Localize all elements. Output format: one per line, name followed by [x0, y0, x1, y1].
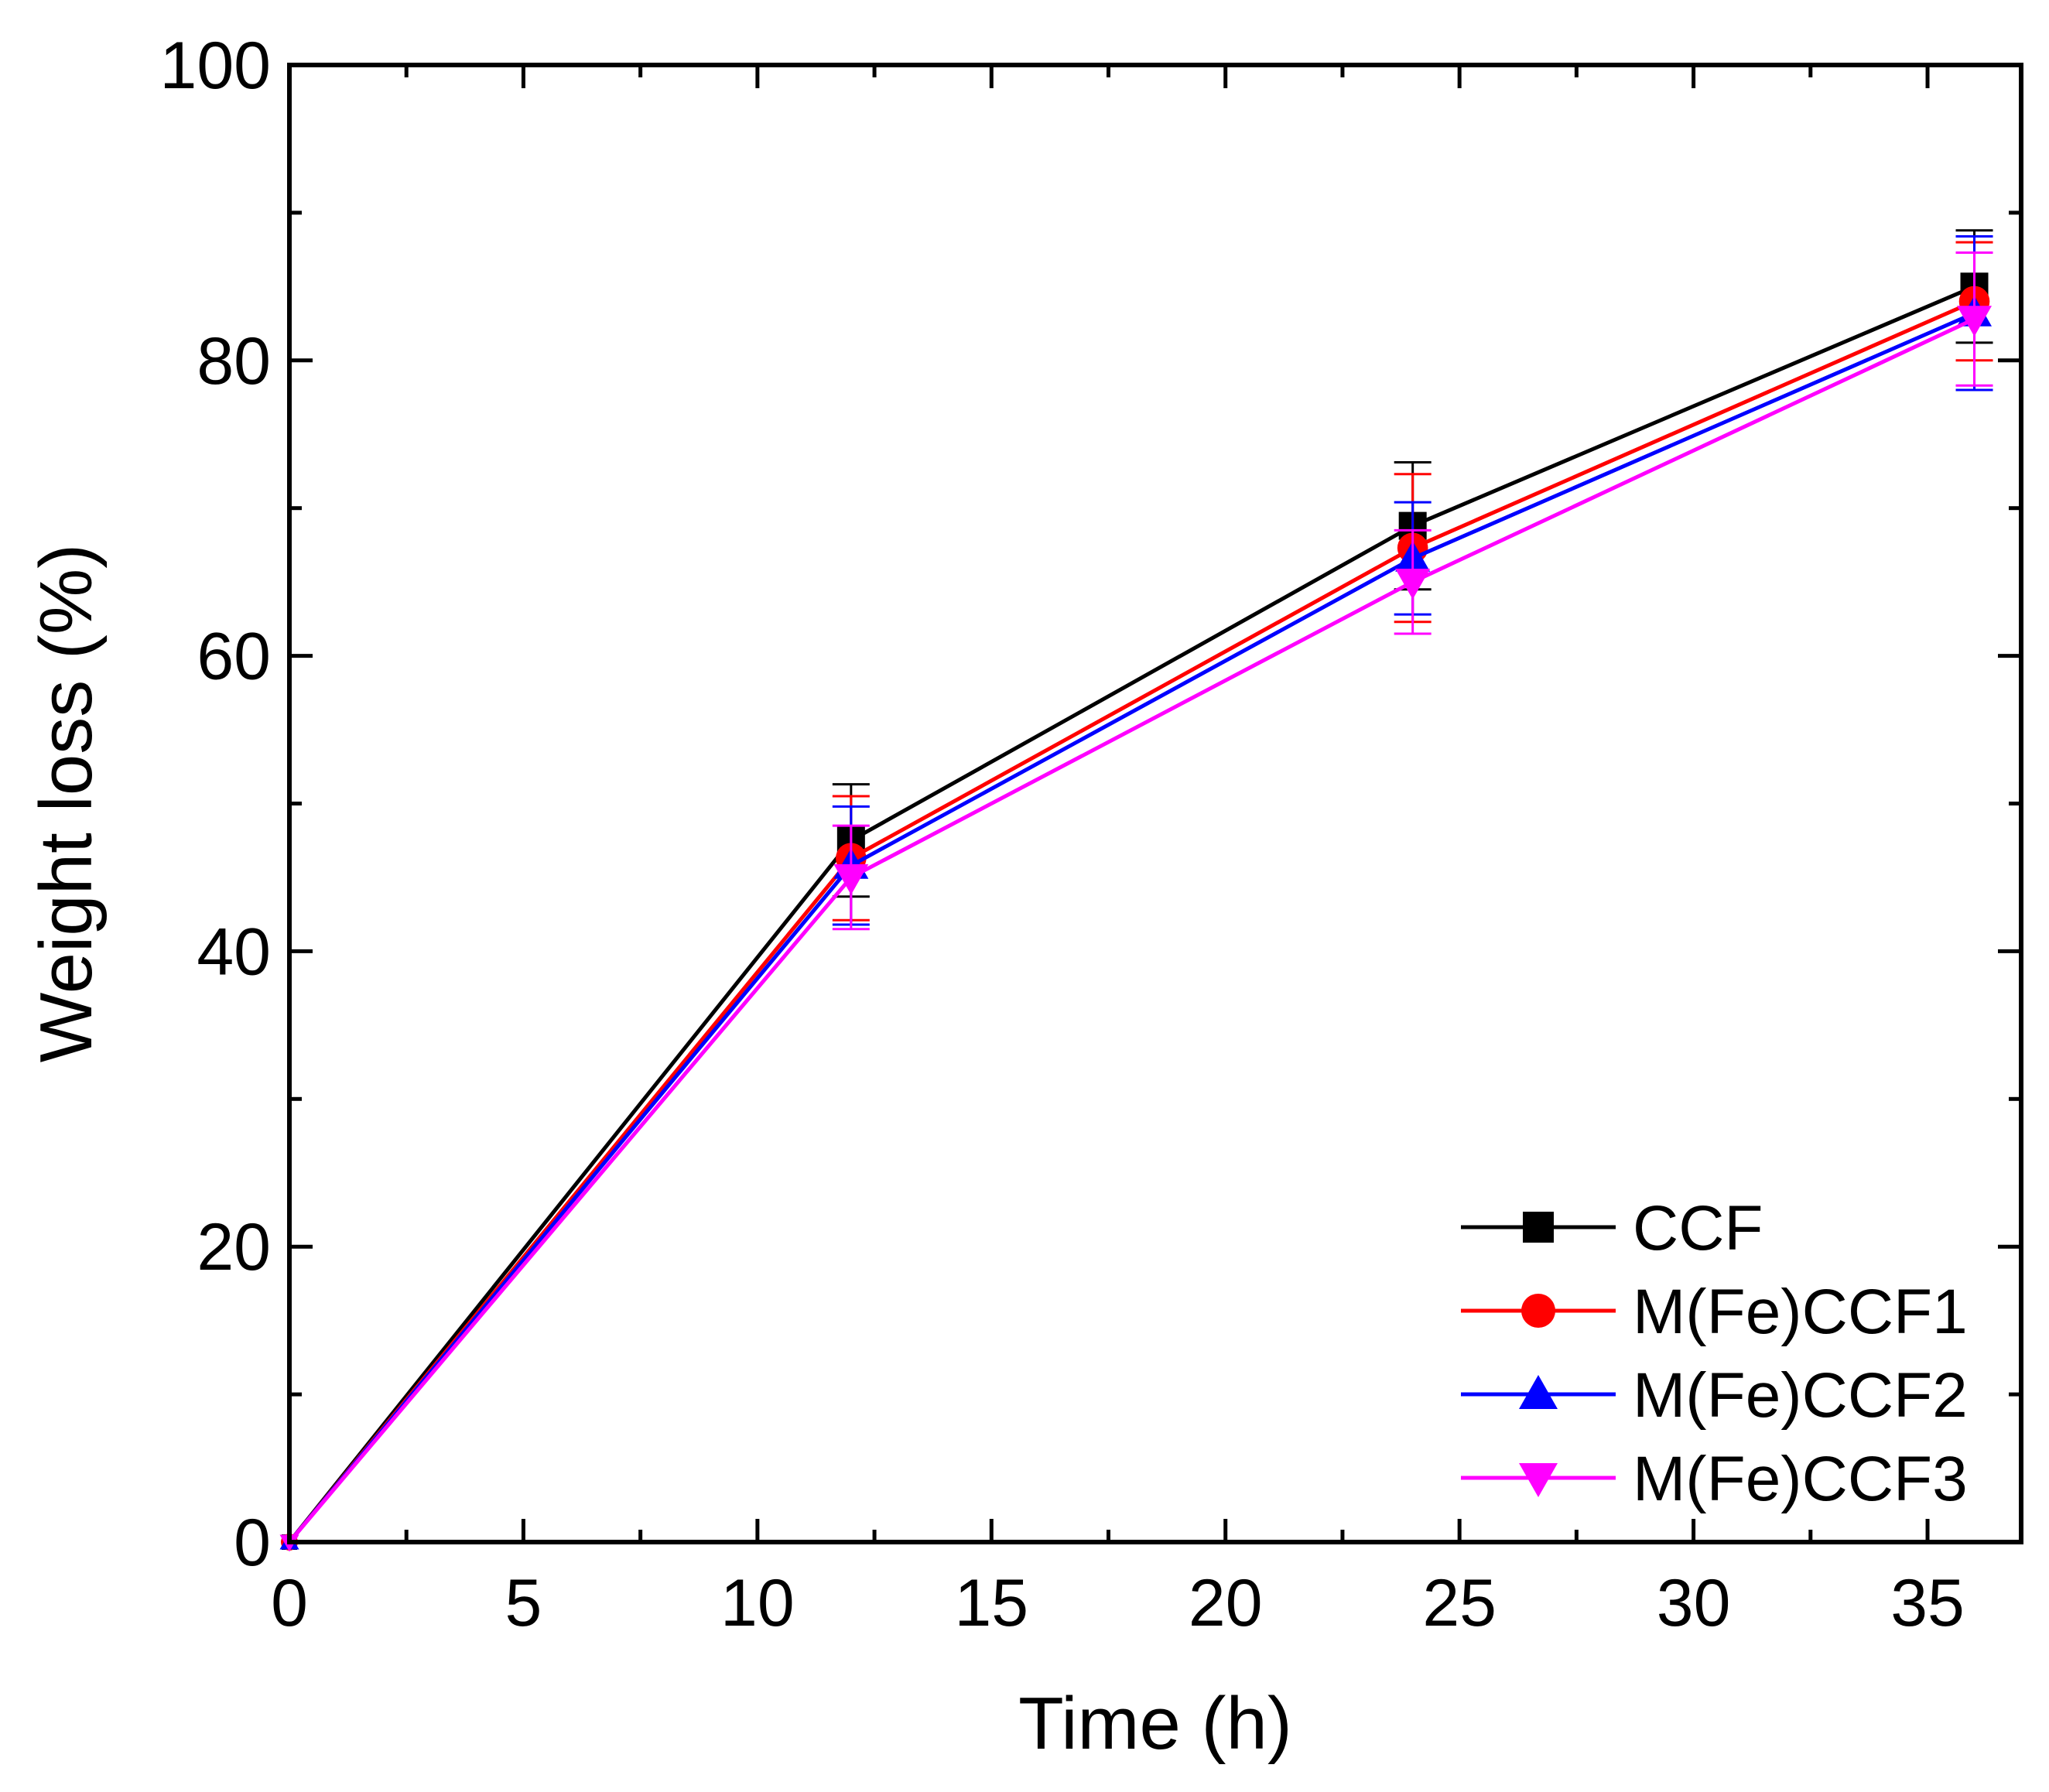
legend-marker [1519, 1375, 1558, 1409]
y-tick-label: 0 [234, 1506, 271, 1580]
tick-labels-layer: 0 5 10 15 20 25 30 35 0 20 40 60 80 100 [160, 29, 1965, 1640]
y-tick-label: 40 [197, 915, 271, 989]
y-tick-label: 60 [197, 620, 271, 694]
x-tick-label: 10 [720, 1566, 795, 1640]
y-tick-label: 20 [197, 1210, 271, 1284]
data-point [1957, 306, 1993, 337]
data-point [1395, 569, 1431, 600]
legend-entry: CCF [1461, 1193, 1763, 1264]
x-tick-label: 15 [954, 1566, 1028, 1640]
series-line [288, 311, 1975, 1544]
legend-label: CCF [1633, 1193, 1763, 1264]
series-layer [279, 229, 1993, 1552]
legend-label: M(Fe)CCF2 [1633, 1360, 1968, 1431]
x-axis-title: Time (h) [1018, 1682, 1292, 1765]
x-tick-label: 25 [1422, 1566, 1497, 1640]
legend-entry: M(Fe)CCF1 [1461, 1277, 1968, 1347]
legend-label: M(Fe)CCF3 [1633, 1444, 1968, 1514]
data-point [833, 864, 869, 895]
legend-marker [1521, 1294, 1555, 1328]
y-tick-label: 100 [160, 29, 272, 103]
x-tick-label: 20 [1189, 1566, 1263, 1640]
series-line [288, 317, 1975, 1544]
legend-marker [1523, 1212, 1554, 1243]
y-tick-label: 80 [197, 324, 271, 398]
series-M(Fe)CCF3 [279, 251, 1993, 1552]
x-tick-label: 0 [271, 1566, 308, 1640]
x-tick-label: 5 [505, 1566, 542, 1640]
series-line [288, 299, 1975, 1544]
plot-frame [287, 63, 2023, 1544]
y-axis-title: Weight loss (%) [25, 544, 108, 1062]
series-line [288, 285, 1975, 1544]
legend-entry: M(Fe)CCF3 [1461, 1444, 1968, 1514]
x-tick-label: 35 [1890, 1566, 1965, 1640]
x-tick-label: 30 [1657, 1566, 1731, 1640]
legend-entry: M(Fe)CCF2 [1461, 1360, 1968, 1431]
legend-marker [1519, 1463, 1558, 1497]
legend: CCF M(Fe)CCF1 M(Fe)CCF2 M(Fe)CCF3 [1461, 1193, 1968, 1514]
legend-label: M(Fe)CCF1 [1633, 1277, 1968, 1347]
